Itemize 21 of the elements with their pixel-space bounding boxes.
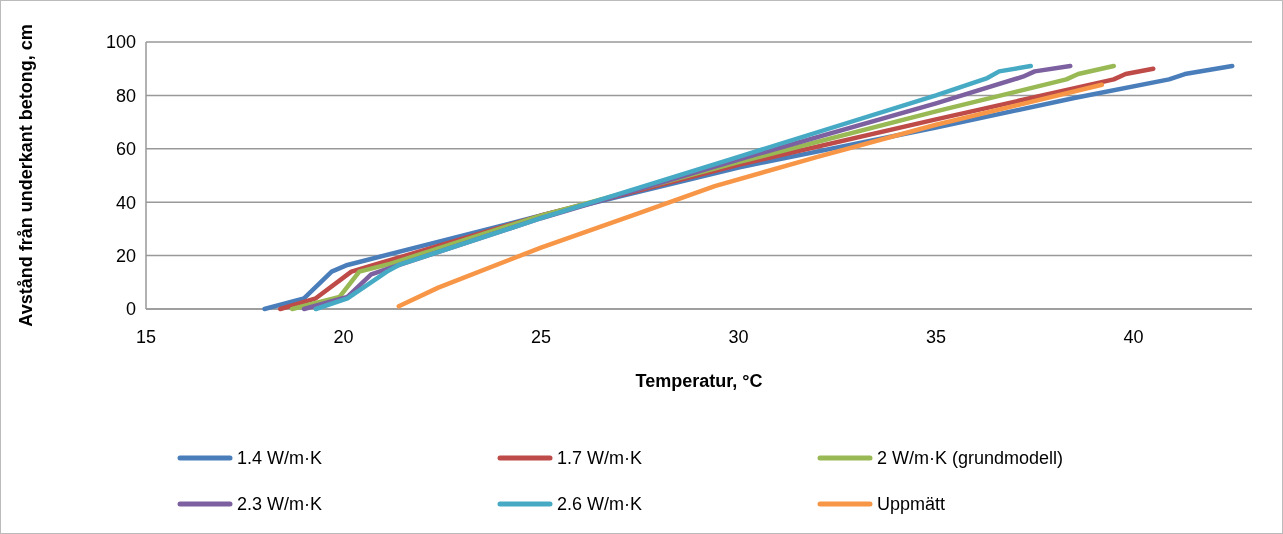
x-tick-label: 15	[135, 327, 157, 347]
y-tick-label: 80	[115, 85, 136, 106]
x-tick-label: 35	[925, 327, 947, 347]
x-tick-label: 40	[1123, 327, 1144, 347]
legend-label: Uppmätt	[877, 494, 946, 515]
line-series	[396, 82, 1105, 309]
x-axis-title: Temperatur, °C	[635, 371, 763, 391]
y-tick-label: 100	[105, 32, 136, 53]
x-tick-label: 20	[333, 327, 354, 347]
y-tick-label: 40	[115, 192, 136, 213]
legend-label: 2.6 W/m·K	[557, 494, 643, 515]
y-tick-label: 60	[115, 139, 136, 160]
legend-label: 1.4 W/m·K	[237, 448, 323, 469]
x-tick-label: 30	[728, 327, 749, 347]
y-tick-label: 20	[115, 245, 136, 266]
x-tick-label: 25	[530, 327, 552, 347]
legend-label: 2.3 W/m·K	[237, 494, 323, 515]
y-axis-title: Avstånd från underkant betong, cm	[16, 24, 36, 327]
legend-label: 2 W/m·K (grundmodell)	[877, 448, 1064, 469]
legend-label: 1.7 W/m·K	[557, 448, 643, 469]
y-tick-label: 0	[125, 299, 136, 320]
